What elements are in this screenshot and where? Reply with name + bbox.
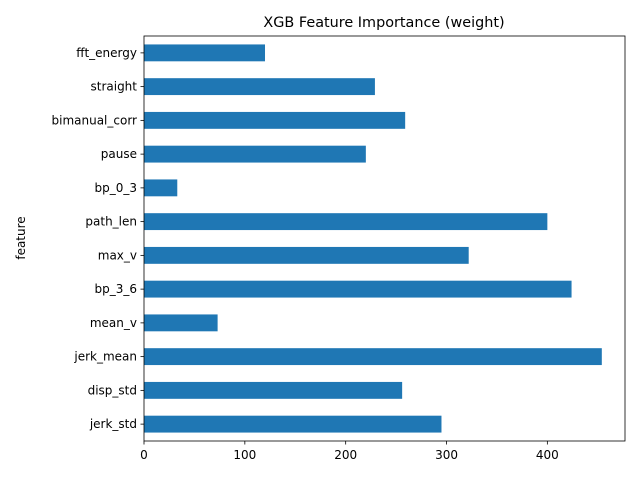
- y-tick-label: bp_3_6: [94, 282, 137, 296]
- y-tick-label: pause: [101, 147, 137, 161]
- bar-bp_3_6: [144, 280, 572, 298]
- x-tick-label: 200: [334, 448, 357, 462]
- x-ticks-group: 0 100 200 300 400: [140, 441, 559, 462]
- bar-path_len: [144, 213, 548, 231]
- y-ticks-group: jerk_std disp_std jerk_mean mean_v bp_3_6 max…: [52, 46, 144, 431]
- y-tick-label: straight: [90, 80, 137, 94]
- y-tick-label: max_v: [98, 248, 137, 262]
- bar-jerk_mean: [144, 348, 602, 366]
- chart-title: XGB Feature Importance (weight): [263, 15, 504, 31]
- y-tick-label: jerk_std: [89, 417, 137, 431]
- bar-straight: [144, 78, 375, 96]
- bar-pause: [144, 145, 366, 163]
- x-tick-label: 0: [140, 448, 148, 462]
- y-tick-label: bimanual_corr: [52, 113, 138, 127]
- bar-bp_0_3: [144, 179, 178, 197]
- bar-bimanual_corr: [144, 111, 406, 129]
- x-tick-label: 100: [233, 448, 256, 462]
- y-tick-label: bp_0_3: [94, 181, 137, 195]
- bar-mean_v: [144, 314, 218, 332]
- x-tick-label: 400: [536, 448, 559, 462]
- y-tick-label: path_len: [85, 215, 137, 229]
- y-tick-label: disp_std: [88, 383, 137, 397]
- y-tick-label: mean_v: [90, 316, 137, 330]
- plot-area-border: [143, 35, 626, 442]
- bar-fft_energy: [144, 44, 266, 62]
- x-tick-label: 300: [435, 448, 458, 462]
- bar-max_v: [144, 246, 469, 264]
- bars-group: [144, 44, 602, 433]
- axes-frame: [143, 35, 626, 442]
- y-axis-label: feature: [14, 216, 28, 259]
- y-tick-label: jerk_mean: [73, 350, 137, 364]
- bar-jerk_std: [144, 415, 442, 433]
- bar-disp_std: [144, 381, 403, 399]
- y-tick-label: fft_energy: [76, 46, 137, 60]
